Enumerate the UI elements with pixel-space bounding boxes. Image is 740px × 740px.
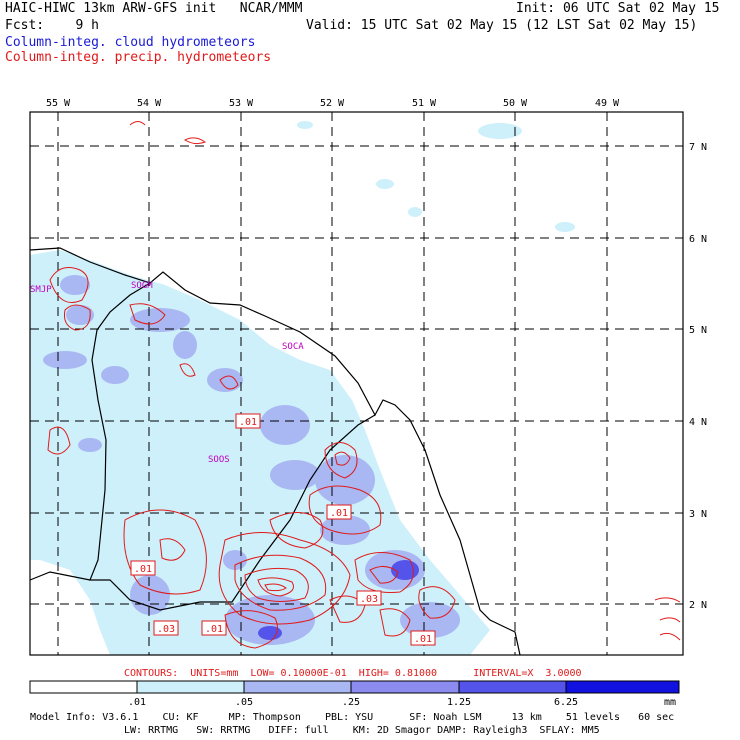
init-time: Init: 06 UTC Sat 02 May 15 — [516, 1, 720, 16]
station-label: SOOS — [208, 455, 230, 465]
valid-time: Valid: 15 UTC Sat 02 May 15 (12 LST Sat … — [306, 18, 698, 33]
contour-label: .01 — [330, 508, 348, 519]
coastline — [29, 247, 521, 656]
colorbar-tick: .05 — [235, 697, 253, 708]
ticks — [57, 112, 683, 605]
lon-label: 51 W — [412, 98, 437, 109]
station-labels: SMJP SOGM SOCA SOOS — [30, 281, 304, 465]
lat-label: 6 N — [689, 234, 707, 245]
station-label: SMJP — [30, 285, 52, 295]
lat-label: 5 N — [689, 325, 707, 336]
contour-labels: .01 .01 .01 .03 .03 .01 .01 — [134, 417, 432, 645]
contour-label: .03 — [360, 594, 378, 605]
colorbar-bin — [29, 680, 138, 694]
contour-label: .01 — [134, 564, 152, 575]
plot-title: HAIC-HIWC 13km ARW-GFS init NCAR/MMM — [5, 1, 303, 16]
lon-label: 53 W — [229, 98, 254, 109]
colorbar-bin — [243, 680, 352, 694]
contour-label-boxes — [130, 413, 436, 646]
lat-label: 4 N — [689, 417, 707, 428]
colorbar-unit: mm — [664, 697, 676, 708]
precip-contours — [47, 121, 681, 649]
contour-label: .01 — [414, 634, 432, 645]
colorbar-bin — [565, 680, 680, 694]
contour-label: .01 — [239, 417, 257, 428]
model-info-line2: LW: RRTMG SW: RRTMG DIFF: full KM: 2D Sm… — [124, 725, 600, 736]
legend-precip: Column-integ. precip. hydrometeors — [5, 50, 272, 65]
colorbar-bin — [136, 680, 245, 694]
model-info-line1: Model Info: V3.6.1 CU: KF MP: Thompson P… — [30, 712, 675, 723]
lon-labels: 55 W 54 W 53 W 52 W 51 W 50 W 49 W — [46, 98, 620, 109]
contour-label: .03 — [157, 624, 175, 635]
colorbar-tick: .01 — [128, 697, 146, 708]
lat-label: 2 N — [689, 600, 707, 611]
lon-label: 52 W — [320, 98, 345, 109]
colorbar-bin — [350, 680, 460, 694]
lat-label: 7 N — [689, 142, 707, 153]
map-frame — [29, 111, 684, 656]
lat-lon-grid — [30, 112, 683, 655]
station-label: SOCA — [282, 342, 304, 352]
cloud-fill-light — [30, 121, 575, 655]
colorbar-tick: 6.25 — [554, 697, 578, 708]
legend-cloud: Column-integ. cloud hydrometeors — [5, 35, 256, 50]
lat-labels: 7 N 6 N 5 N 4 N 3 N 2 N — [689, 142, 707, 611]
station-label: SOGM — [131, 281, 153, 291]
colorbar-tick: .25 — [342, 697, 360, 708]
lat-label: 3 N — [689, 509, 707, 520]
lon-label: 55 W — [46, 98, 71, 109]
lon-label: 54 W — [137, 98, 162, 109]
forecast-hour: Fcst: 9 h — [5, 18, 99, 33]
lon-label: 50 W — [503, 98, 528, 109]
contour-label: .01 — [205, 624, 223, 635]
contour-info: CONTOURS: UNITS=mm LOW= 0.10000E-01 HIGH… — [124, 668, 582, 679]
colorbar-bin — [458, 680, 567, 694]
lon-label: 49 W — [595, 98, 620, 109]
colorbar-tick: 1.25 — [447, 697, 471, 708]
